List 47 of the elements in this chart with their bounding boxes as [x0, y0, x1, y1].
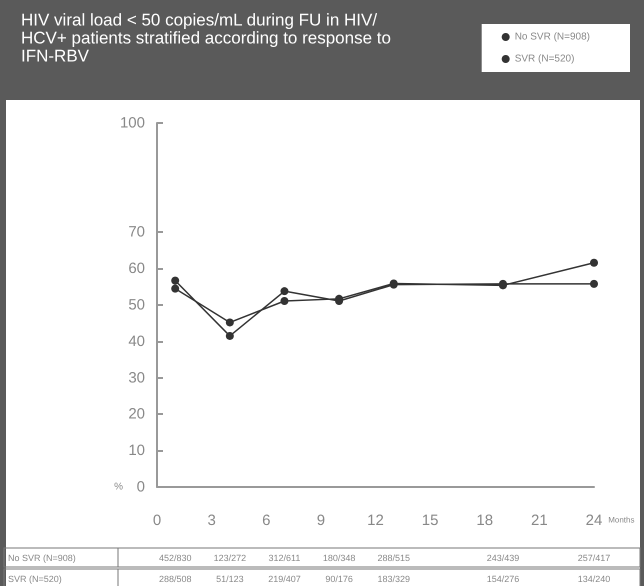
y-tick-label: 0 [136, 478, 145, 496]
point [280, 297, 288, 305]
text: 90/176 [325, 574, 353, 584]
x-tick-label: 18 [476, 512, 494, 529]
text: 312/611 [268, 553, 300, 563]
y-tick-label: 70 [128, 224, 145, 241]
x-tick-label: 21 [531, 512, 548, 529]
text: No SVR (N=908) [8, 553, 76, 563]
y-tick-label: 20 [128, 406, 145, 423]
x-tick-label: 9 [316, 512, 326, 529]
x-tick-label: 0 [152, 512, 162, 529]
x-tick-label: 12 [367, 512, 384, 529]
text: SVR (N=520) [8, 574, 62, 584]
y-tick-label: 10 [128, 442, 145, 460]
y-tick-label: 60 [128, 260, 145, 278]
y-axis-title: % [114, 482, 124, 492]
text: 51/123 [216, 574, 244, 584]
y-tick-label: 30 [128, 369, 145, 386]
x-tick-label: 24 [586, 512, 602, 529]
text: 180/348 [322, 553, 356, 563]
point [226, 318, 234, 326]
legend-label: SVR (N=520) [514, 54, 574, 64]
text: 257/417 [578, 553, 610, 563]
x-tick-label: 6 [262, 512, 270, 529]
text: 288/508 [158, 574, 192, 584]
point [280, 287, 288, 296]
x-tick-label: 3 [207, 512, 216, 529]
point [590, 280, 598, 288]
point [171, 284, 180, 293]
point [171, 276, 180, 285]
text: 243/439 [486, 553, 520, 563]
text: 452/830 [158, 553, 192, 563]
text: 154/276 [486, 574, 520, 584]
text: 183/329 [377, 574, 410, 584]
y-tick-label: 40 [128, 332, 145, 350]
x-axis-title: Months [608, 516, 634, 524]
text: 288/515 [377, 553, 410, 563]
point [226, 332, 234, 340]
x-tick-label: 15 [422, 512, 438, 529]
text: 123/272 [214, 553, 246, 563]
legend-label: No SVR (N=908) [514, 32, 590, 42]
point [590, 258, 598, 267]
chart-title: HIV viral load < 50 copies/mL during FU in HIV/HCV+ patients stratified according to response to IFN-RBV [21, 10, 396, 66]
y-tick-label: 100 [120, 114, 145, 132]
y-tick-label: 50 [128, 296, 145, 314]
text: 219/407 [268, 574, 301, 584]
text: 134/240 [578, 574, 610, 584]
